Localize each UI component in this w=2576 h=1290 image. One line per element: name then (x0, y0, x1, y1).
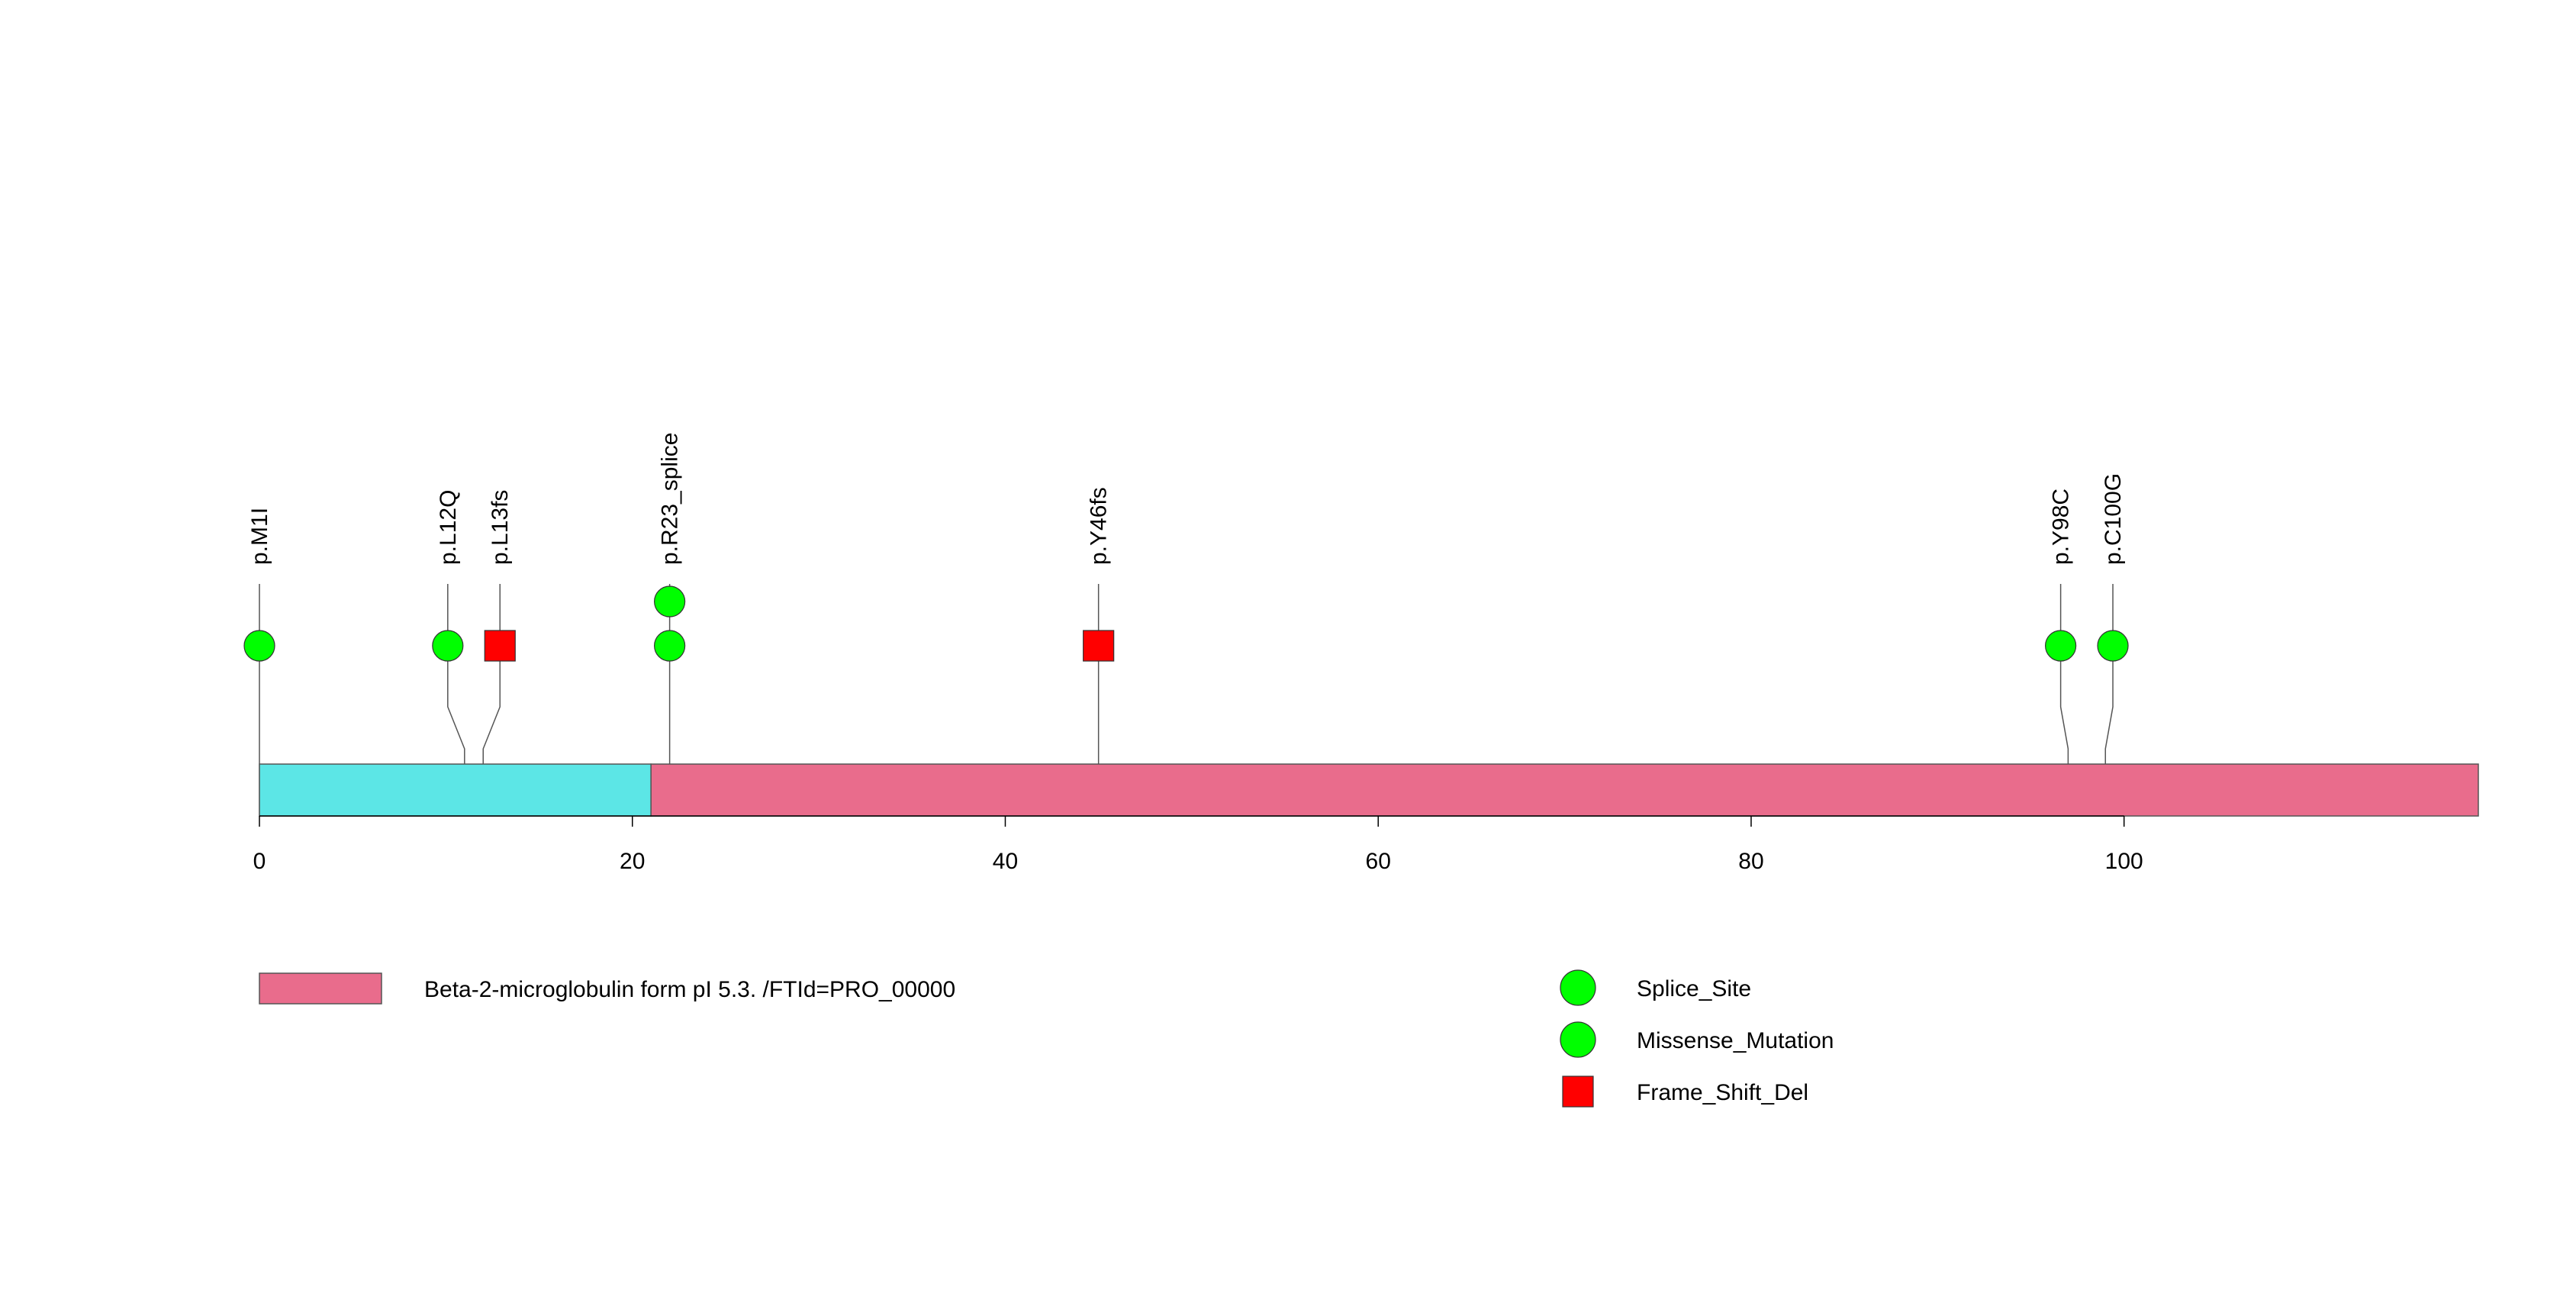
mutation-labels: p.M1I p.L12Q p.L13fs p.R23_splice p.Y46fs p.Y… (247, 433, 2126, 565)
mutation-legend-label: Missense_Mutation (1637, 1028, 1834, 1053)
mutation-label: p.Y46fs (1087, 487, 1112, 565)
mutation-label: p.R23_splice (658, 433, 683, 565)
x-axis: 0 20 40 60 80 100 (253, 815, 2143, 874)
x-tick-label: 60 (1366, 849, 1391, 874)
domain-segment-1 (259, 763, 652, 817)
domain-legend-label: Beta-2-microglobulin form pI 5.3. /FTId=… (424, 977, 955, 1002)
legend-marker-circle (1560, 969, 1596, 1006)
mutation-marker-circle (243, 630, 275, 662)
mutation-marker-circle (432, 630, 464, 662)
x-tick-label: 20 (620, 849, 645, 874)
x-tick-label: 40 (993, 849, 1018, 874)
mutation-marker-circle (654, 585, 686, 618)
legend-marker-circle (1560, 1021, 1596, 1058)
x-tick-label: 100 (2105, 849, 2143, 874)
domain-segment-2 (650, 763, 2479, 817)
x-tick-label: 0 (253, 849, 266, 874)
mutation-legend-label: Splice_Site (1637, 976, 1751, 1001)
mutation-marker-square (484, 630, 516, 662)
legend-marker-square (1562, 1076, 1594, 1108)
mutation-markers (243, 585, 2129, 662)
mutation-label: p.C100G (2101, 473, 2126, 565)
mutation-marker-circle (2097, 630, 2129, 662)
protein-bar (259, 763, 2479, 817)
mutation-marker-circle (2045, 630, 2077, 662)
legend: Beta-2-microglobulin form pI 5.3. /FTId=… (259, 969, 1834, 1108)
mutation-label: p.Y98C (2049, 489, 2074, 565)
mutation-marker-square (1083, 630, 1115, 662)
mutation-label: p.L13fs (488, 490, 513, 565)
mutation-label: p.M1I (247, 508, 272, 565)
domain-legend-swatch (259, 972, 382, 1005)
mutation-label: p.L12Q (436, 490, 461, 565)
mutation-legend-label: Frame_Shift_Del (1637, 1080, 1808, 1105)
x-tick-label: 80 (1738, 849, 1763, 874)
mutation-marker-circle (654, 630, 686, 662)
